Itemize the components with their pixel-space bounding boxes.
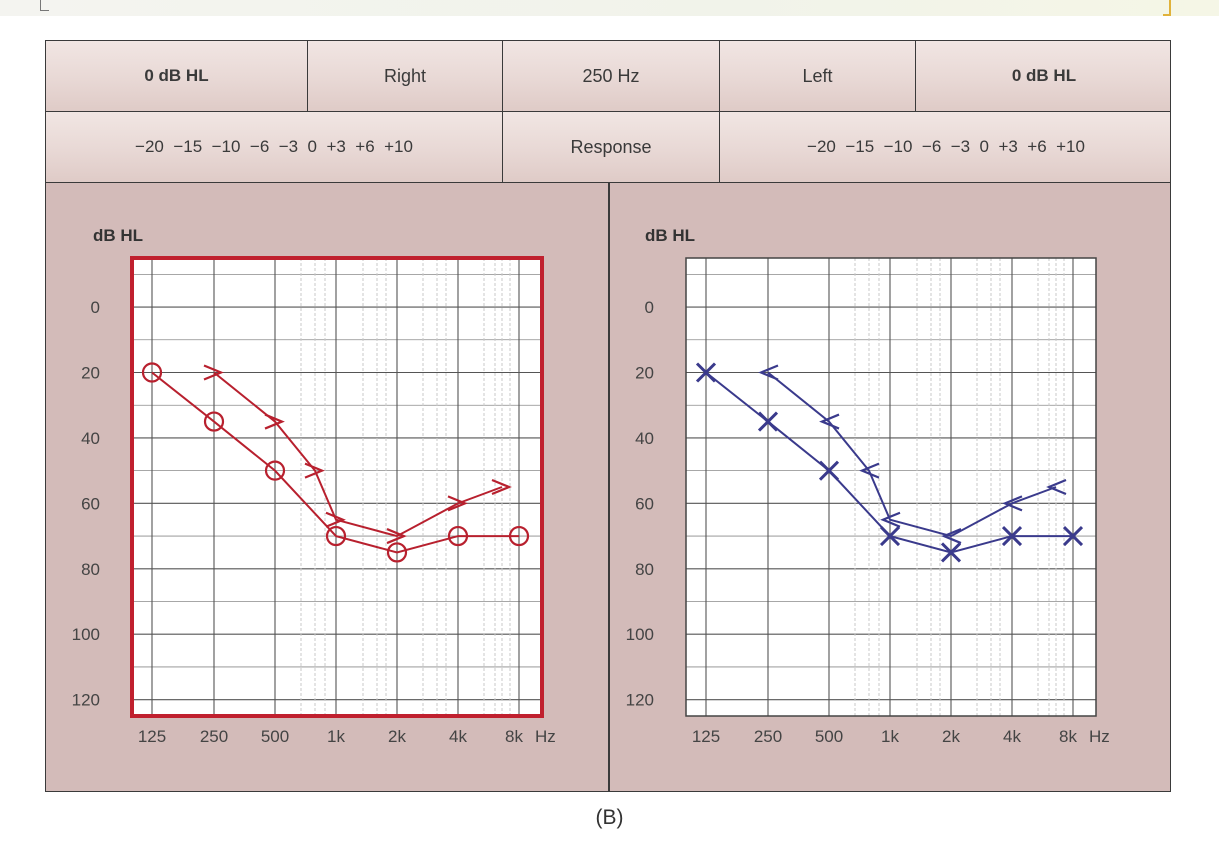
bone-left-marker	[819, 413, 840, 430]
y-tick-label: 100	[626, 625, 654, 644]
y-tick-label: 40	[81, 429, 100, 448]
y-tick-label: 80	[635, 560, 654, 579]
bone-right-marker	[386, 528, 407, 545]
bone-right-marker	[325, 511, 346, 528]
x-marker	[940, 542, 962, 563]
x-tick-label: 250	[754, 727, 782, 746]
y-tick-label: 0	[645, 298, 654, 317]
bone-right-marker	[491, 478, 512, 496]
y-tick-label: 100	[72, 625, 100, 644]
bone-right-marker	[203, 364, 224, 381]
left-ear-audiogram: dB HL 0 20 40 60 80 100 120 125 250 500 1k 2k 4k 8k Hz	[626, 226, 1110, 746]
x-axis-unit: Hz	[1089, 727, 1110, 746]
x-marker	[1062, 526, 1084, 547]
x-tick-label: 8k	[505, 727, 523, 746]
o-marker	[447, 525, 469, 547]
bone-right-marker	[304, 462, 325, 479]
o-marker	[325, 525, 347, 547]
x-marker	[879, 526, 901, 547]
y-tick-label: 0	[91, 298, 100, 317]
series-line-1	[151, 371, 519, 554]
x-tick-label: 500	[261, 727, 289, 746]
right-ear-label: Right	[308, 41, 503, 112]
right-scale-cell: −20 −15 −10 −6 −3 0 +3 +6 +10	[46, 112, 503, 183]
y-tick-label: 20	[635, 364, 654, 383]
top-strip	[0, 0, 1219, 16]
left-ear-label: Left	[720, 41, 916, 112]
x-tick-label: 125	[692, 727, 720, 746]
plot-background	[132, 258, 542, 716]
bone-left-marker	[758, 364, 779, 381]
plot-area: dB HL 0 20 40 60 80 100 120 125 250 500 1k 2k 4k 8k Hz	[72, 226, 556, 746]
bone-left-marker	[941, 528, 962, 545]
charts-row: dB HL 0 20 40 60 80 100 120 125 250 500 1k 2k 4k 8k Hz …	[46, 183, 1170, 791]
right-ear-audiogram: dB HL 0 20 40 60 80 100 120 125 250 500 1k 2k 4k 8k Hz	[72, 226, 556, 746]
plot-background	[686, 258, 1096, 716]
o-marker	[141, 362, 163, 383]
y-tick-label: 120	[626, 691, 654, 710]
plot-frame	[130, 256, 544, 718]
audiogram-panel: 0 dB HL Right 250 Hz Left 0 dB HL −20 −1…	[45, 40, 1171, 792]
x-tick-label: 250	[200, 727, 228, 746]
left-scale-cell: −20 −15 −10 −6 −3 0 +3 +6 +10	[720, 112, 1170, 183]
x-tick-label: 8k	[1059, 727, 1077, 746]
o-marker	[203, 411, 225, 432]
plot-area: dB HL 0 20 40 60 80 100 120 125 250 500 1k 2k 4k 8k Hz	[626, 226, 1110, 746]
y-tick-label: 40	[635, 429, 654, 448]
x-axis-unit: Hz	[535, 727, 556, 746]
x-marker	[757, 411, 779, 432]
panel-divider	[608, 183, 610, 791]
y-tick-label: 60	[635, 494, 654, 513]
corner-mark-left	[40, 0, 49, 11]
y-tick-label: 60	[81, 494, 100, 513]
bone-left-marker	[859, 462, 880, 479]
y-axis-label: dB HL	[93, 226, 143, 245]
o-marker	[386, 542, 408, 563]
x-marker	[818, 460, 840, 481]
series-line-2	[213, 371, 503, 538]
plot-frame	[685, 257, 1097, 717]
x-tick-label: 4k	[449, 727, 467, 746]
right-level-cell: 0 dB HL	[46, 41, 308, 112]
figure-caption: (B)	[595, 806, 624, 829]
corner-mark-right	[1163, 0, 1171, 16]
bone-right-marker	[447, 495, 468, 512]
bone-left-marker	[1002, 495, 1023, 512]
o-marker	[264, 460, 286, 481]
x-marker	[695, 362, 717, 383]
x-marker	[1001, 526, 1023, 547]
bone-left-marker	[880, 511, 901, 528]
y-axis-label: dB HL	[645, 226, 695, 245]
y-tick-label: 120	[72, 691, 100, 710]
y-tick-label: 20	[81, 364, 100, 383]
x-tick-label: 1k	[881, 727, 899, 746]
frequency-cell: 250 Hz	[503, 41, 720, 112]
bone-left-marker	[1046, 478, 1067, 496]
series-line-2	[767, 371, 1057, 538]
x-tick-label: 500	[815, 727, 843, 746]
x-tick-label: 125	[138, 727, 166, 746]
x-tick-label: 2k	[942, 727, 960, 746]
x-tick-label: 1k	[327, 727, 345, 746]
bone-right-marker	[264, 413, 285, 430]
x-tick-label: 4k	[1003, 727, 1021, 746]
response-cell: Response	[503, 112, 720, 183]
left-level-cell: 0 dB HL	[916, 41, 1170, 112]
x-tick-label: 2k	[388, 727, 406, 746]
o-marker	[508, 525, 530, 547]
y-tick-label: 80	[81, 560, 100, 579]
